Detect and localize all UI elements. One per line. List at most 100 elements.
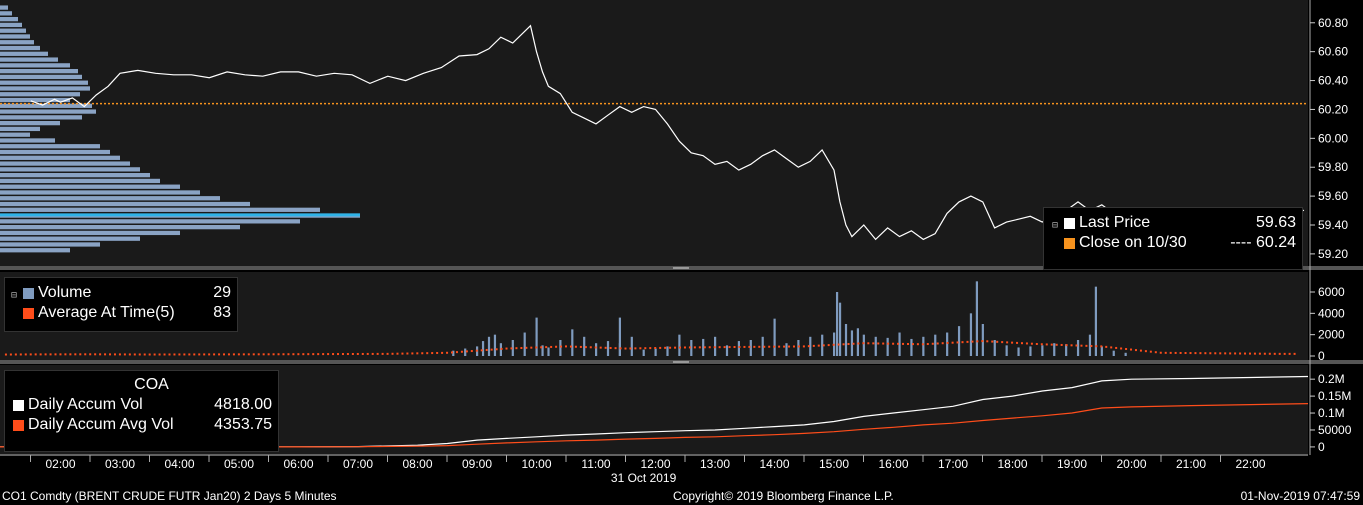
average-marker (1085, 344, 1088, 347)
average-marker (797, 345, 800, 348)
y-tick-label: 0.15M (1318, 389, 1351, 403)
price-panel: 60.80 60.60 60.40 60.20 60.00 59.80 59.60 59.40… (0, 5, 1348, 261)
average-marker (936, 342, 939, 345)
average-marker (109, 353, 112, 356)
average-marker (495, 348, 498, 351)
x-tick-label: 08:00 (402, 457, 432, 471)
average-marker (242, 353, 245, 356)
average-marker (1095, 345, 1098, 348)
average-marker (39, 353, 42, 356)
average-marker (976, 340, 979, 343)
volume-profile-bar (0, 97, 70, 103)
legend-row-avg: Average At Time(5) 83 (5, 303, 237, 323)
average-marker (69, 353, 72, 356)
price-legend: ⊟ Last Price 59.63 Close on 10/30 ---- 6… (1043, 207, 1303, 270)
volume-profile-bar (0, 236, 140, 241)
volume-bar (541, 345, 544, 356)
average-marker (44, 353, 47, 356)
panel-drag-handle (673, 361, 689, 363)
legend-tree-icon: ⊟ (11, 290, 18, 301)
average-marker (14, 353, 17, 356)
average-marker (237, 353, 240, 356)
volume-profile-bar (0, 5, 8, 10)
legend-value: 59.63 (1255, 214, 1296, 231)
average-marker (738, 345, 741, 348)
x-axis: 02:00 03:00 04:00 05:00 06:00 07:00 08:00 09:00… (0, 454, 1308, 485)
close-swatch (1064, 237, 1075, 249)
y-tick-label: 59.40 (1318, 218, 1348, 232)
average-marker (589, 346, 592, 349)
x-tick-label: 12:00 (640, 457, 670, 471)
volume-bar (666, 346, 669, 356)
average-marker (1055, 343, 1058, 346)
average-marker (515, 347, 518, 350)
average-marker (366, 352, 369, 355)
y-tick-label: 0 (1318, 440, 1325, 454)
average-marker (411, 352, 414, 355)
average-marker (455, 351, 458, 354)
legend-label: Average At Time(5) (38, 304, 175, 321)
average-marker (59, 353, 62, 356)
volume-bar (737, 341, 740, 356)
average-marker (817, 344, 820, 347)
average-marker (1214, 352, 1217, 355)
average-marker (158, 353, 161, 356)
average-marker (1224, 352, 1227, 355)
accum-panel: 0.2M 0.15M 0.1M 50000 0 (0, 372, 1352, 454)
average-marker (485, 348, 488, 351)
average-marker (431, 352, 434, 355)
volume-bar (821, 334, 824, 356)
average-marker (609, 346, 612, 349)
volume-bar (874, 336, 877, 356)
average-marker (401, 352, 404, 355)
volume-bar (773, 318, 776, 356)
average-marker (1229, 352, 1232, 355)
average-marker (768, 345, 771, 348)
security-label: CO1 Comdty (BRENT CRUDE FUTR Jan20) 2 Da… (2, 489, 337, 503)
average-marker (1169, 351, 1172, 354)
average-marker (574, 345, 577, 348)
average-marker (1120, 347, 1123, 350)
average-marker (138, 353, 141, 356)
average-marker (1184, 352, 1187, 355)
volume-profile-bar (0, 126, 40, 132)
average-marker (262, 353, 265, 356)
average-marker (391, 352, 394, 355)
average-marker (247, 353, 250, 356)
volume-profile-bar (0, 248, 70, 253)
average-marker (629, 347, 632, 350)
average-marker (1130, 348, 1133, 351)
copyright-label: Copyright© 2019 Bloomberg Finance L.P. (673, 489, 894, 503)
average-marker (520, 347, 523, 350)
y-tick-label: 2000 (1318, 328, 1345, 342)
legend-row-volume: Volume 29 (5, 283, 237, 303)
volume-bar (595, 343, 598, 356)
average-marker (827, 344, 830, 347)
x-tick-label: 11:00 (581, 457, 610, 471)
x-tick-label: 13:00 (700, 457, 730, 471)
average-marker (183, 353, 186, 356)
average-marker (223, 353, 226, 356)
average-marker (337, 353, 340, 356)
x-tick-label: 17:00 (938, 457, 968, 471)
average-marker (639, 347, 642, 350)
y-tick-label: 60.80 (1318, 16, 1348, 30)
volume-bar (702, 338, 705, 356)
average-marker (1139, 349, 1142, 352)
average-marker (882, 342, 885, 345)
legend-value: 83 (213, 304, 231, 321)
average-marker (277, 353, 280, 356)
average-marker (232, 353, 235, 356)
average-marker (1100, 345, 1103, 348)
average-marker (1080, 344, 1083, 347)
x-tick-label: 02:00 (45, 457, 75, 471)
average-marker (381, 352, 384, 355)
average-marker (252, 353, 255, 356)
average-marker (555, 345, 558, 348)
average-marker (79, 353, 82, 356)
average-marker (1006, 341, 1009, 344)
legend-row-last-price: Last Price 59.63 (1044, 213, 1302, 233)
average-marker (302, 353, 305, 356)
average-marker (118, 353, 121, 356)
average-marker (332, 353, 335, 356)
